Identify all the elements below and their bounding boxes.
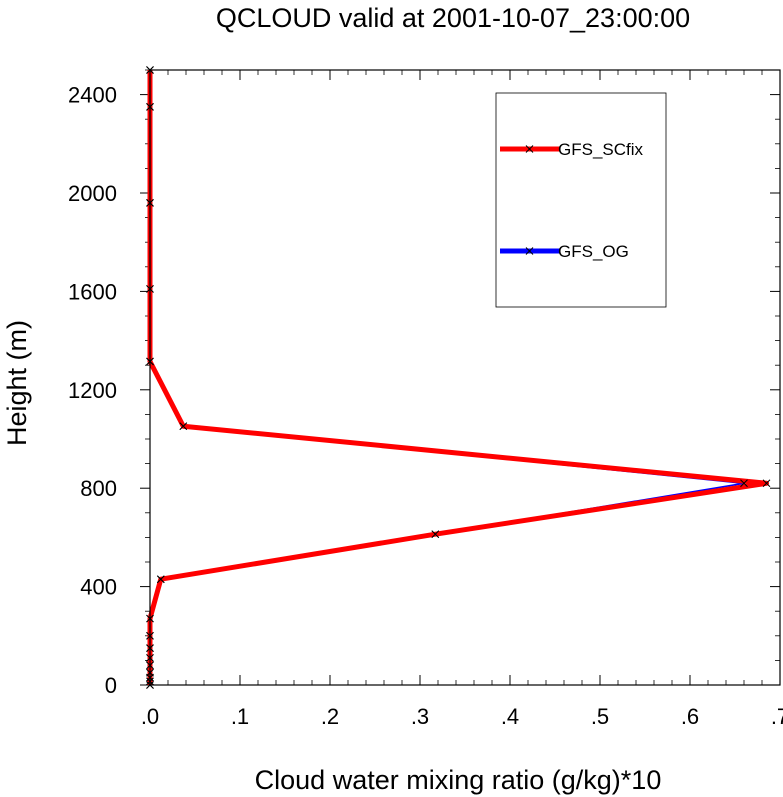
data-point-marker	[156, 575, 165, 584]
legend-marker	[525, 247, 534, 255]
x-tick-label: .6	[681, 704, 699, 729]
plot-frame	[149, 69, 781, 686]
data-point-marker	[431, 530, 440, 539]
axis-ticks	[140, 69, 781, 686]
y-tick-label: 800	[80, 476, 117, 501]
x-tick-label: .3	[411, 704, 429, 729]
x-axis-label: Cloud water mixing ratio (g/kg)*10	[255, 765, 662, 795]
x-tick-label: .7	[771, 704, 783, 729]
y-tick-label: 1200	[68, 378, 117, 403]
tick-labels: .0 .1 .2 .3 .4 .5 .6 .7 0 400 800 1200 1600 2000 2400	[68, 83, 783, 729]
x-tick-label: .1	[231, 704, 249, 729]
x-tick-label: .4	[501, 704, 519, 729]
data-point-marker	[179, 422, 188, 431]
series-line-1	[147, 70, 769, 685]
y-tick-label: 1600	[68, 279, 117, 304]
legend-label-1: GFS_SCfix	[558, 140, 644, 159]
y-axis-label: Height (m)	[2, 320, 32, 446]
y-tick-label: 2400	[68, 83, 117, 108]
y-tick-label: 0	[105, 673, 117, 698]
series-layer	[146, 66, 771, 689]
legend-label-0: GFS_OG	[558, 242, 629, 261]
legend-marker	[525, 145, 534, 153]
y-tick-label: 2000	[68, 181, 117, 206]
data-point-marker	[740, 479, 748, 488]
series-line-0	[149, 70, 745, 685]
legend: GFS_SCfix GFS_OG	[495, 92, 667, 308]
x-tick-label: .5	[591, 704, 609, 729]
data-point-marker	[762, 479, 771, 488]
x-tick-label: .2	[321, 704, 339, 729]
chart-title: QCLOUD valid at 2001-10-07_23:00:00	[216, 3, 690, 33]
legend-box	[495, 92, 667, 308]
y-tick-label: 400	[80, 575, 117, 600]
x-tick-label: .0	[141, 704, 159, 729]
